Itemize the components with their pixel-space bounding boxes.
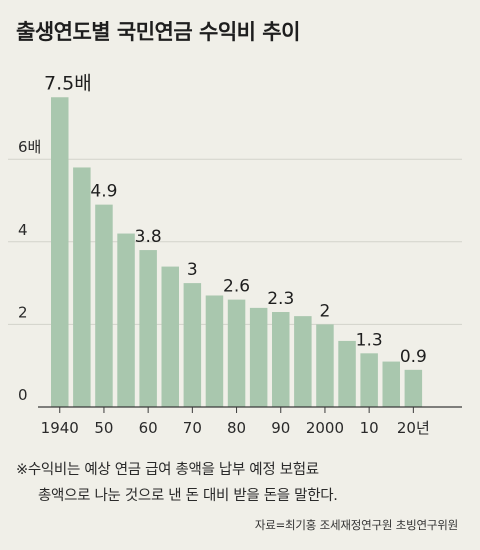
bar (95, 204, 113, 407)
y-tick-label: 6배 (18, 138, 41, 156)
data-label: 3 (187, 260, 198, 280)
bar (161, 266, 179, 407)
bar (183, 283, 202, 407)
y-tick-label: 4 (18, 221, 28, 239)
bar (139, 250, 157, 407)
data-label: 7.5배 (44, 72, 92, 94)
y-tick-label: 2 (18, 303, 28, 321)
x-tick-label: 80 (227, 419, 246, 437)
bar (338, 340, 356, 407)
y-axis-ticks: 0 2 4 6배 (18, 138, 41, 404)
x-tick-label: 90 (271, 419, 290, 437)
y-tick-label: 0 (18, 386, 28, 404)
data-label: 4.9 (90, 182, 117, 202)
bar (249, 307, 268, 407)
x-tick-label: 20년 (397, 419, 430, 437)
data-label: 2.3 (267, 289, 294, 309)
x-tick-label: 50 (94, 419, 113, 437)
bar (316, 324, 334, 407)
bar-chart: 7.5배 4.9 3.8 3 2.6 2.3 2 1.3 0.9 0 2 4 6배 1940 50 60 7… (8, 72, 462, 437)
data-label: 0.9 (400, 347, 427, 367)
bar (73, 167, 91, 407)
x-axis-ticks: 1940 50 60 70 80 90 2000 10 20년 (41, 407, 430, 437)
data-label: 1.3 (356, 330, 383, 350)
footnote-line-1: ※수익비는 예상 연금 급여 총액을 납부 예정 보험료 (16, 462, 319, 478)
chart-title: 출생연도별 국민연금 수익비 추이 (16, 20, 300, 44)
x-tick-label: 10 (360, 419, 379, 437)
bar (360, 353, 378, 407)
x-tick-label: 70 (183, 419, 202, 437)
bar (117, 233, 135, 407)
bar (382, 361, 400, 407)
bar (51, 97, 69, 407)
source-credit: 자료=최기홍 조세재정연구원 초빙연구위원 (254, 518, 458, 532)
bar (294, 316, 312, 407)
data-labels: 7.5배 4.9 3.8 3 2.6 2.3 2 1.3 0.9 (44, 72, 427, 367)
x-tick-label: 2000 (306, 419, 344, 437)
x-tick-label: 60 (139, 419, 158, 437)
data-label: 2.6 (223, 277, 250, 297)
footnote-line-2: 총액으로 나눈 것으로 낸 돈 대비 받을 돈을 말한다. (38, 488, 338, 504)
bar (272, 312, 290, 407)
bars (51, 97, 423, 407)
bar (205, 295, 224, 407)
data-label: 2 (320, 301, 331, 321)
data-label: 3.8 (135, 227, 162, 247)
x-tick-label: 1940 (41, 419, 79, 437)
bar (227, 299, 246, 407)
bar (404, 369, 423, 407)
